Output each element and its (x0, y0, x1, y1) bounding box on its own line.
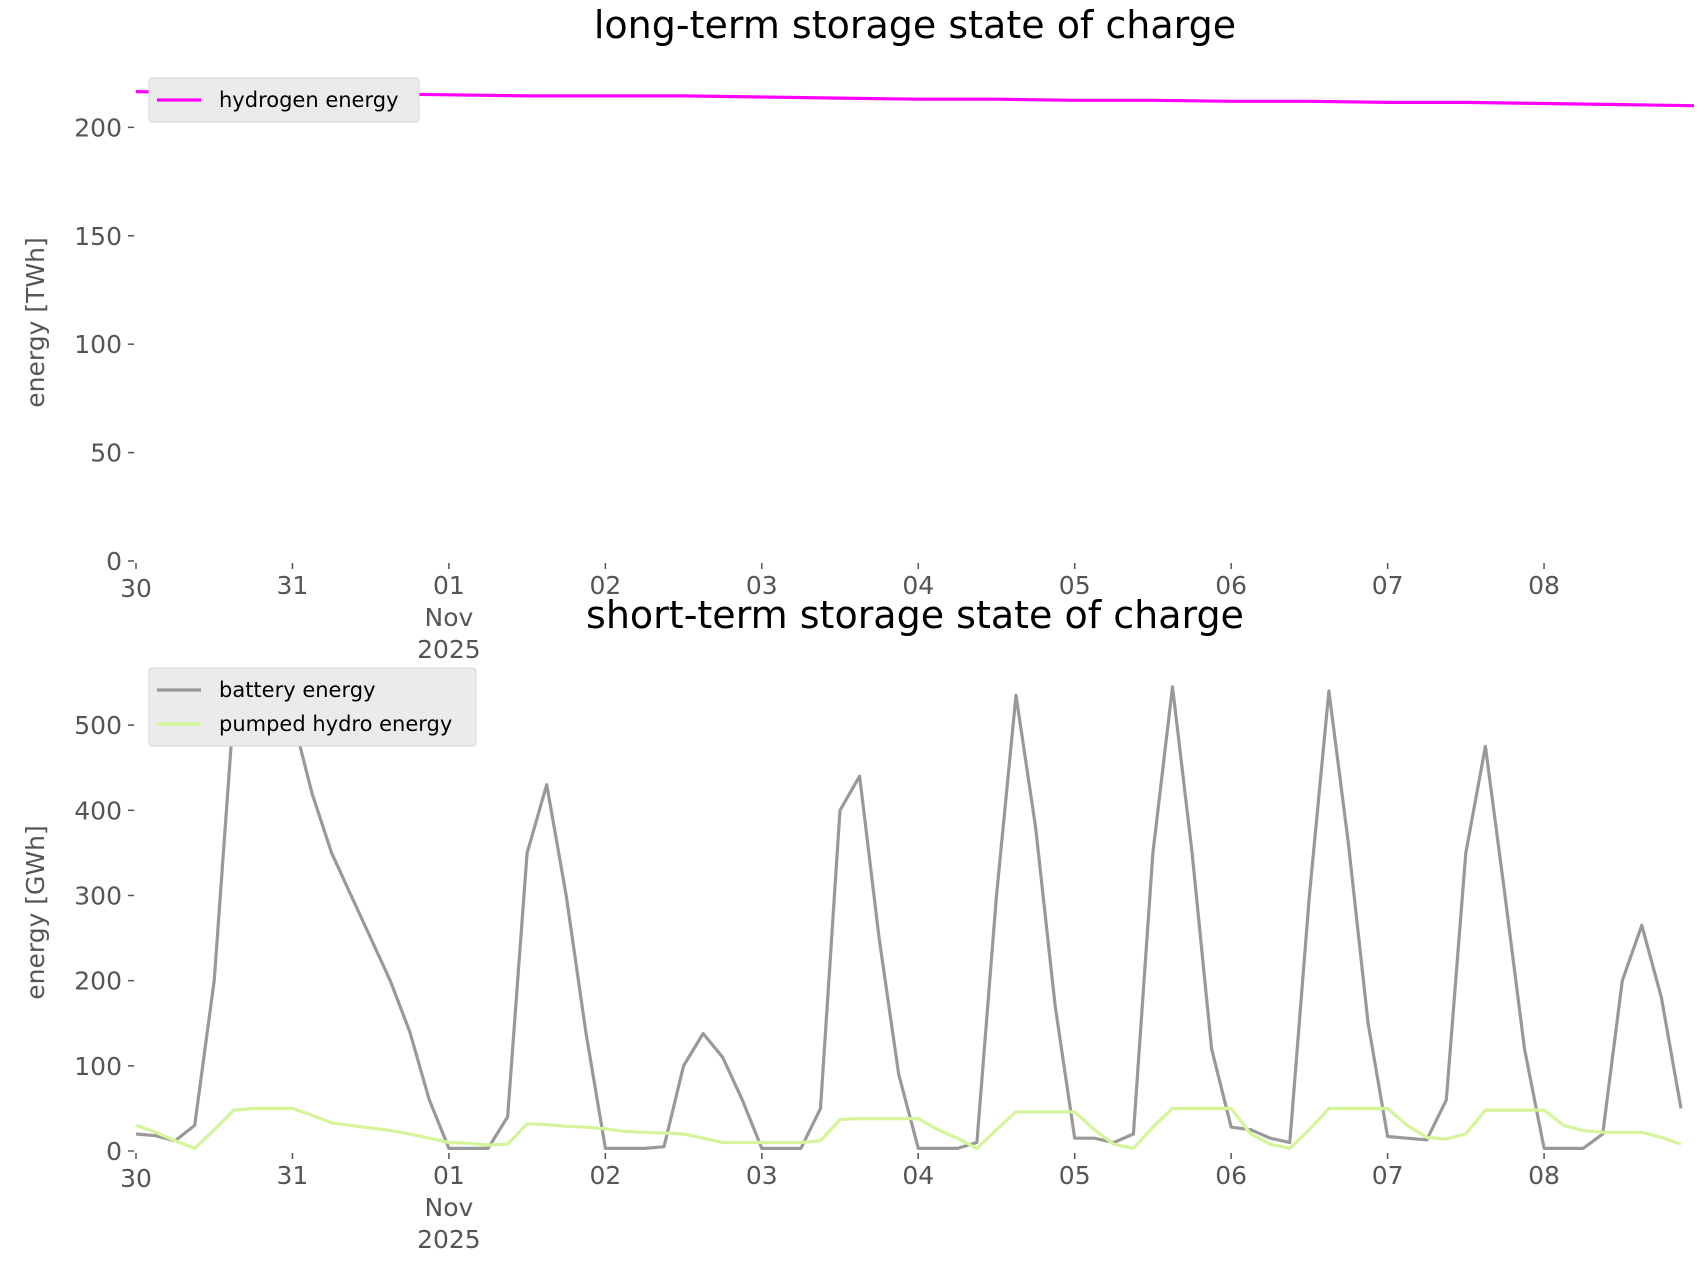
x-tick-label: 08 (1528, 571, 1560, 600)
x-tick-label: 01 Nov 2025 (417, 571, 481, 664)
legend-label: battery energy (219, 678, 376, 702)
legend-label: pumped hydro energy (219, 712, 452, 736)
x-tick-label: 02 (589, 571, 621, 600)
y-axis-label: energy [GWh] (21, 825, 50, 1000)
y-tick-label: 100 (74, 330, 122, 359)
y-tick-label: 200 (74, 967, 122, 996)
y-tick-label: 300 (74, 881, 122, 910)
y-tick-label: 50 (90, 439, 122, 468)
x-tick-label: 06 (1215, 571, 1247, 600)
x-tick-label: 03 (746, 571, 778, 600)
y-axis-label: energy [TWh] (21, 237, 50, 407)
y-tick-label: 0 (106, 1137, 122, 1166)
y-tick-label: 400 (74, 796, 122, 825)
chart-title: long-term storage state of charge (594, 3, 1236, 47)
y-tick-label: 500 (74, 711, 122, 740)
x-tick-label: 31 (277, 571, 309, 600)
series-line (135, 1106, 1682, 1150)
legend-label: hydrogen energy (219, 88, 399, 112)
x-tick-label: 30 (120, 574, 152, 603)
legend-box (148, 77, 420, 123)
x-tick-label: 05 (1059, 571, 1091, 600)
chart-title: short-term storage state of charge (586, 593, 1244, 637)
y-tick-label: 0 (106, 547, 122, 576)
x-tick-label: 03 (746, 1161, 778, 1190)
x-tick-label: 04 (902, 1161, 934, 1190)
legend-box (148, 667, 477, 747)
x-tick-label: 02 (589, 1161, 621, 1190)
x-tick-label: 07 (1372, 571, 1404, 600)
x-tick-label: 05 (1059, 1161, 1091, 1190)
x-tick-label: 31 (277, 1161, 309, 1190)
y-tick-label: 150 (74, 222, 122, 251)
series-line (135, 680, 1683, 1150)
y-tick-label: 100 (74, 1052, 122, 1081)
x-tick-label: 04 (902, 571, 934, 600)
y-tick-label: 200 (74, 113, 122, 142)
x-tick-label: 07 (1372, 1161, 1404, 1190)
x-tick-label: 08 (1528, 1161, 1560, 1190)
x-tick-label: 30 (120, 1164, 152, 1193)
x-tick-label: 01 Nov 2025 (417, 1161, 481, 1254)
x-tick-label: 06 (1215, 1161, 1247, 1190)
